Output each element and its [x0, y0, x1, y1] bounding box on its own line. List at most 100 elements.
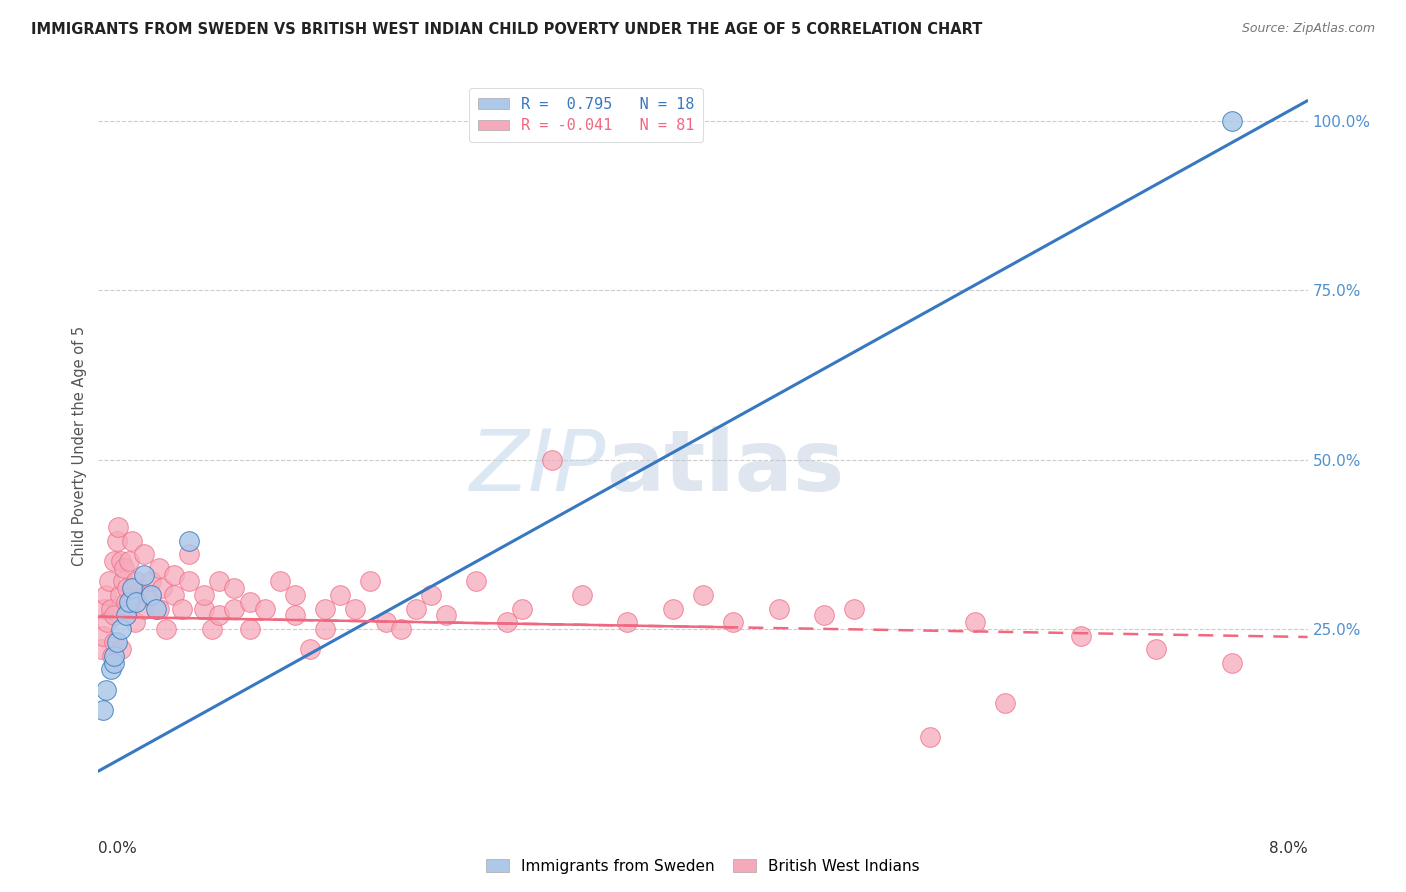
- Point: [994, 697, 1017, 711]
- Point: [844, 601, 866, 615]
- Point: [179, 547, 201, 561]
- Point: [344, 601, 367, 615]
- Text: IMMIGRANTS FROM SWEDEN VS BRITISH WEST INDIAN CHILD POVERTY UNDER THE AGE OF 5 C: IMMIGRANTS FROM SWEDEN VS BRITISH WEST I…: [31, 22, 983, 37]
- Point: [121, 581, 143, 595]
- Point: [118, 601, 141, 615]
- Point: [253, 601, 276, 615]
- Text: 0.0%: 0.0%: [98, 841, 138, 856]
- Point: [135, 588, 157, 602]
- Point: [1220, 656, 1243, 670]
- Point: [103, 648, 125, 663]
- Point: [132, 547, 155, 561]
- Point: [90, 642, 112, 657]
- Point: [224, 581, 246, 595]
- Point: [208, 574, 231, 589]
- Point: [114, 595, 136, 609]
- Point: [141, 574, 163, 589]
- Point: [631, 114, 654, 128]
- Point: [661, 601, 683, 615]
- Point: [103, 656, 125, 670]
- Point: [111, 574, 134, 589]
- Legend: Immigrants from Sweden, British West Indians: Immigrants from Sweden, British West Ind…: [479, 853, 927, 880]
- Point: [118, 595, 141, 609]
- Point: [103, 554, 125, 568]
- Point: [170, 601, 193, 615]
- Text: Source: ZipAtlas.com: Source: ZipAtlas.com: [1241, 22, 1375, 36]
- Point: [148, 561, 170, 575]
- Point: [540, 452, 562, 467]
- Point: [163, 588, 186, 602]
- Point: [150, 581, 173, 595]
- Point: [723, 615, 745, 629]
- Point: [110, 554, 132, 568]
- Point: [813, 608, 835, 623]
- Point: [91, 629, 114, 643]
- Point: [103, 608, 125, 623]
- Point: [96, 615, 118, 629]
- Point: [107, 520, 129, 534]
- Point: [101, 648, 124, 663]
- Point: [193, 588, 215, 602]
- Point: [314, 601, 336, 615]
- Point: [163, 567, 186, 582]
- Text: atlas: atlas: [606, 426, 845, 509]
- Point: [284, 608, 307, 623]
- Point: [114, 608, 136, 623]
- Point: [269, 574, 291, 589]
- Point: [112, 561, 135, 575]
- Point: [179, 533, 201, 548]
- Text: 8.0%: 8.0%: [1268, 841, 1308, 856]
- Y-axis label: Child Poverty Under the Age of 5: Child Poverty Under the Age of 5: [72, 326, 87, 566]
- Point: [100, 601, 122, 615]
- Point: [1070, 629, 1092, 643]
- Point: [105, 635, 128, 649]
- Point: [125, 595, 148, 609]
- Point: [124, 615, 146, 629]
- Point: [239, 595, 262, 609]
- Point: [94, 682, 117, 697]
- Point: [115, 581, 138, 595]
- Point: [208, 608, 231, 623]
- Point: [616, 615, 638, 629]
- Point: [201, 622, 224, 636]
- Point: [374, 615, 396, 629]
- Point: [98, 574, 121, 589]
- Point: [360, 574, 382, 589]
- Point: [405, 601, 427, 615]
- Point: [284, 588, 307, 602]
- Point: [132, 601, 155, 615]
- Point: [155, 622, 177, 636]
- Point: [314, 622, 336, 636]
- Point: [118, 554, 141, 568]
- Point: [132, 567, 155, 582]
- Point: [148, 601, 170, 615]
- Point: [329, 588, 352, 602]
- Point: [100, 663, 122, 677]
- Point: [94, 588, 117, 602]
- Point: [91, 703, 114, 717]
- Point: [434, 608, 457, 623]
- Point: [193, 601, 215, 615]
- Point: [125, 574, 148, 589]
- Point: [1220, 114, 1243, 128]
- Point: [420, 588, 443, 602]
- Point: [602, 120, 624, 135]
- Point: [179, 574, 201, 589]
- Point: [1146, 642, 1168, 657]
- Text: ZIP: ZIP: [470, 426, 606, 509]
- Point: [918, 730, 941, 744]
- Point: [692, 588, 714, 602]
- Legend: R =  0.795   N = 18, R = -0.041   N = 81: R = 0.795 N = 18, R = -0.041 N = 81: [468, 88, 703, 143]
- Point: [224, 601, 246, 615]
- Point: [105, 533, 128, 548]
- Point: [108, 588, 131, 602]
- Point: [965, 615, 987, 629]
- Point: [110, 622, 132, 636]
- Point: [122, 588, 145, 602]
- Point: [103, 635, 125, 649]
- Point: [145, 601, 167, 615]
- Point: [465, 574, 488, 589]
- Point: [110, 642, 132, 657]
- Point: [768, 601, 790, 615]
- Point: [121, 533, 143, 548]
